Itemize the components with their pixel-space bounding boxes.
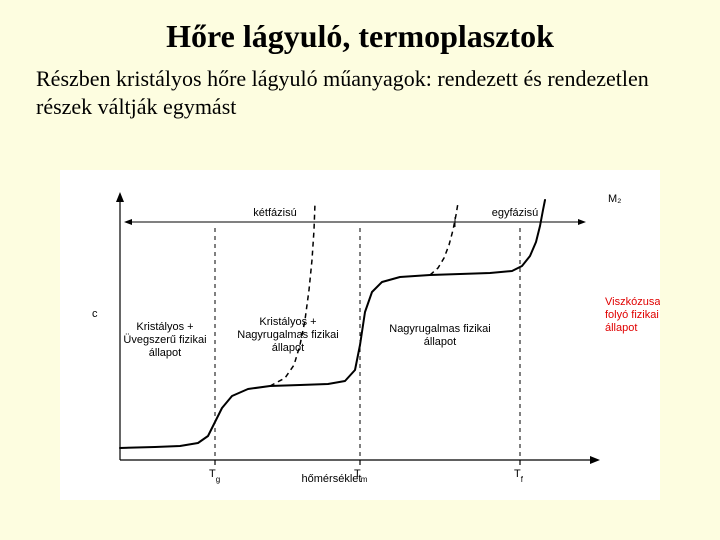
svg-text:kétfázisú: kétfázisú xyxy=(253,207,296,219)
svg-text:Kristályos +Üvegszerű fizikaiá: Kristályos +Üvegszerű fizikaiállapot xyxy=(123,321,206,359)
phase-diagram-chart: chőmérsékletM₂TgTmTfkétfázisúegyfázisúKr… xyxy=(60,170,660,500)
svg-text:M₂: M₂ xyxy=(608,193,621,205)
svg-text:egyfázisú: egyfázisú xyxy=(492,207,538,219)
svg-text:Viszkózusanfolyó fizikaiállapo: Viszkózusanfolyó fizikaiállapot xyxy=(605,296,660,334)
svg-text:Tf: Tf xyxy=(514,468,524,484)
page-title: Hőre lágyuló, termoplasztok xyxy=(0,0,720,55)
svg-text:Nagyrugalmas fizikaiállapot: Nagyrugalmas fizikaiállapot xyxy=(389,323,490,348)
svg-text:Kristályos +Nagyrugalmas fizik: Kristályos +Nagyrugalmas fizikaiállapot xyxy=(237,316,338,354)
svg-text:Tg: Tg xyxy=(209,468,220,484)
svg-text:hőmérséklet: hőmérséklet xyxy=(302,473,362,485)
chart-svg: chőmérsékletM₂TgTmTfkétfázisúegyfázisúKr… xyxy=(60,170,660,500)
svg-text:c: c xyxy=(92,308,98,320)
page-subtitle: Részben kristályos hőre lágyuló műanyago… xyxy=(0,55,720,120)
